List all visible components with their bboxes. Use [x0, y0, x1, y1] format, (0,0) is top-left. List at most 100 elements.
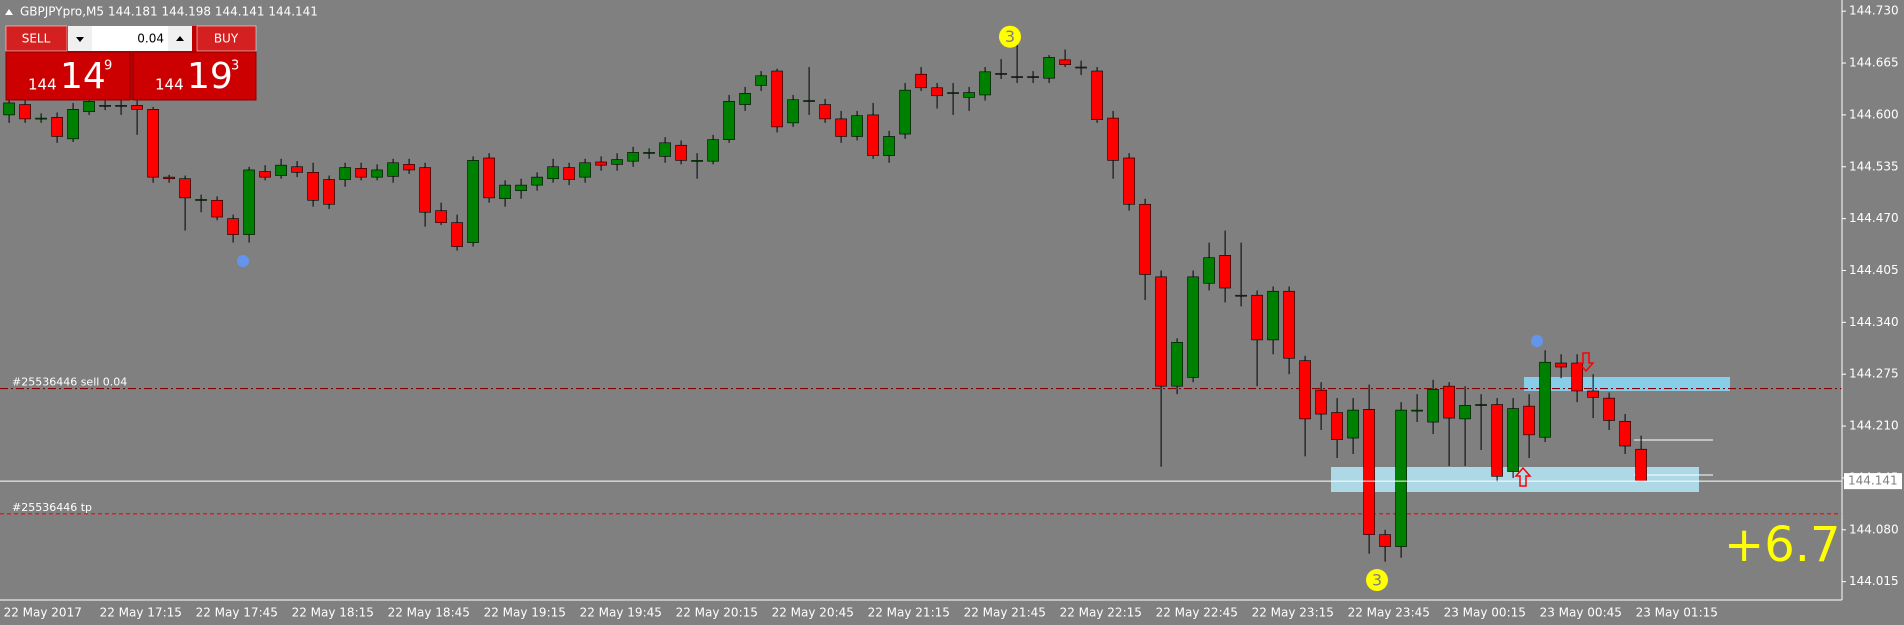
signal-dot	[237, 255, 249, 267]
x-tick-label: 23 May 00:15	[1444, 606, 1526, 620]
candle-body	[67, 109, 79, 140]
candle-body	[1091, 70, 1103, 120]
buy-button[interactable]	[196, 25, 257, 52]
y-tick-label: 144.405	[1849, 263, 1899, 277]
candle-body	[627, 152, 639, 162]
y-tick-label: 144.015	[1849, 574, 1899, 588]
candle-body	[307, 172, 319, 201]
up-icon	[176, 36, 184, 41]
wave-marker	[1366, 569, 1388, 592]
candle-body	[323, 179, 335, 205]
candle-body	[867, 114, 879, 156]
candle-body	[643, 152, 655, 154]
candle-body	[243, 169, 255, 235]
y-tick-label: 144.470	[1849, 211, 1899, 225]
candle-body	[1363, 409, 1375, 535]
wave-marker-label: 3	[1005, 27, 1015, 46]
ohlc: 144.181 144.198 144.141 144.141	[108, 5, 318, 19]
candle-body	[691, 160, 703, 162]
x-tick-label: 22 May 18:15	[292, 606, 374, 620]
candle-body	[1187, 276, 1199, 378]
candle-body	[883, 136, 895, 156]
x-tick-label: 22 May 20:45	[772, 606, 854, 620]
candle-body	[355, 168, 367, 178]
candle-body	[803, 100, 815, 102]
candle-body	[1411, 409, 1423, 412]
sell-label[interactable]: SELL	[22, 32, 51, 46]
x-tick-label: 22 May 17:15	[100, 606, 182, 620]
candle-body	[115, 105, 127, 107]
sell-button[interactable]	[5, 25, 68, 52]
candle-body	[1507, 408, 1519, 472]
wave-marker-label: 3	[1372, 571, 1382, 590]
candle-body	[1155, 276, 1167, 387]
x-tick-label: 22 May 2017	[4, 606, 82, 620]
candle-body	[403, 164, 415, 171]
candle-body	[1219, 255, 1231, 289]
candle-body	[611, 159, 623, 165]
candle-body	[979, 71, 991, 96]
trade-panel: SELL 0.04 BUY 144 14 9 144 19 3	[5, 25, 257, 101]
x-tick-label: 22 May 18:45	[388, 606, 470, 620]
candle-body	[1011, 76, 1023, 78]
candle-body	[659, 142, 671, 157]
candle-body	[19, 104, 31, 120]
candle-body	[195, 199, 207, 201]
order-level-label: #25536446 sell 0.04	[12, 376, 127, 389]
candle-body	[499, 184, 511, 199]
x-tick-label: 22 May 21:45	[964, 606, 1046, 620]
candle-body	[563, 167, 575, 180]
collapse-icon[interactable]	[5, 9, 13, 15]
candle-body	[1283, 290, 1295, 359]
candle-body	[83, 101, 95, 113]
candle-body	[1475, 404, 1487, 406]
candle-body	[931, 87, 943, 97]
candle-body	[819, 104, 831, 120]
lot-input[interactable]	[92, 26, 168, 51]
candle-body	[899, 89, 911, 135]
candle-body	[1299, 360, 1311, 420]
sell-price-big: 14	[60, 56, 106, 97]
x-tick-label: 22 May 19:45	[580, 606, 662, 620]
candle-body	[595, 161, 607, 166]
candle-body	[275, 164, 287, 176]
buy-price-box[interactable]	[132, 51, 257, 101]
candle-body	[1347, 409, 1359, 439]
candle-body	[915, 73, 927, 89]
candle-body	[547, 166, 559, 180]
candle-body	[1139, 203, 1151, 275]
buy-label[interactable]: BUY	[214, 32, 239, 46]
candle-body	[147, 109, 159, 178]
candle-body	[1043, 57, 1055, 79]
candle-body	[851, 115, 863, 137]
candle-body	[531, 176, 543, 186]
bid-label-box	[1844, 473, 1902, 490]
candle-body	[1571, 362, 1583, 392]
candle-body	[707, 139, 719, 162]
x-tick-label: 22 May 20:15	[676, 606, 758, 620]
candle-body	[435, 210, 447, 223]
candle-body	[1427, 389, 1439, 423]
sell-arrow	[1577, 352, 1595, 373]
candle-body	[1203, 257, 1215, 284]
x-tick-label: 22 May 23:15	[1252, 606, 1334, 620]
symbol: GBPJPYpro,M5	[20, 5, 104, 19]
lot-value[interactable]: 0.04	[137, 32, 164, 46]
candle-body	[1235, 294, 1247, 297]
candle-body	[787, 99, 799, 124]
candle-body	[963, 92, 975, 98]
bid-label: 144.141	[1848, 474, 1898, 488]
order-level-label: #25536446 tp	[12, 501, 92, 514]
candle-body	[51, 116, 63, 137]
candle-body	[163, 176, 175, 180]
candle-body	[35, 117, 47, 120]
candle-body	[371, 169, 383, 178]
dropdown-icon	[76, 37, 84, 42]
x-tick-label: 22 May 19:15	[484, 606, 566, 620]
candle-body	[1251, 294, 1263, 341]
sell-price-box[interactable]	[5, 51, 131, 101]
x-tick-label: 22 May 17:45	[196, 606, 278, 620]
